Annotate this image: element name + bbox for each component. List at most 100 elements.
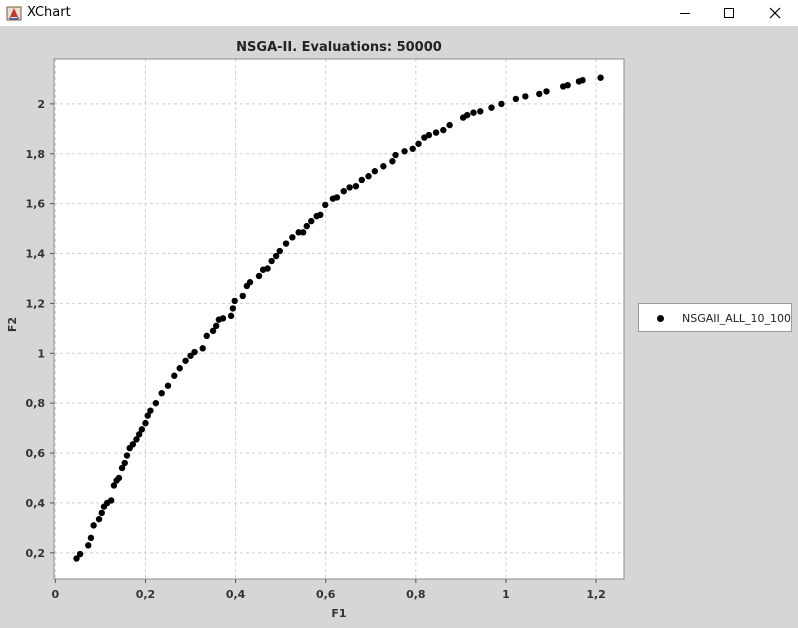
plot-border [53, 58, 625, 580]
data-point [255, 272, 263, 280]
data-point [543, 88, 550, 95]
data-point [90, 522, 97, 529]
data-point [597, 74, 604, 81]
data-point [333, 194, 341, 201]
minimize-button[interactable] [662, 0, 708, 26]
data-point [512, 95, 520, 103]
data-point [425, 131, 433, 139]
data-point [121, 459, 128, 467]
data-point [171, 372, 178, 379]
data-point [87, 534, 95, 542]
data-point [579, 76, 586, 84]
data-point [115, 474, 123, 482]
data-point [358, 176, 365, 184]
data-point [142, 419, 149, 427]
java-app-icon [6, 6, 22, 21]
data-point [322, 201, 329, 209]
data-point [239, 292, 246, 300]
data-point [401, 148, 408, 155]
data-point [380, 163, 387, 170]
data-point [272, 252, 280, 260]
close-button[interactable] [752, 0, 798, 26]
maximize-button[interactable] [706, 0, 752, 26]
data-point [229, 305, 237, 312]
legend-marker [657, 315, 664, 322]
data-point [219, 315, 227, 322]
legend-label: NSGAII_ALL_10_100 [682, 312, 792, 325]
legend: NSGAII_ALL_10_100 [638, 303, 792, 332]
plot-background [54, 59, 624, 579]
data-point [389, 158, 396, 165]
data-point [98, 509, 105, 517]
data-point [76, 550, 84, 558]
data-point [488, 104, 495, 111]
data-point [158, 389, 165, 397]
chart-title: NSGA-II. Evaluations: 50000 [236, 40, 442, 55]
x-tick-label: 0 [52, 588, 60, 601]
x-tick-label: 0,6 [316, 588, 336, 601]
data-point [108, 497, 115, 504]
data-point [432, 129, 440, 136]
data-point [231, 297, 238, 305]
y-tick-label: 0,6 [26, 447, 46, 460]
data-point [73, 555, 80, 562]
data-point [392, 151, 399, 159]
x-tick-label: 0,4 [226, 588, 246, 601]
data-point [147, 407, 154, 414]
y-tick-label: 1,2 [26, 297, 46, 310]
data-point [246, 279, 254, 286]
data-point [340, 187, 347, 195]
data-point [295, 229, 302, 236]
data-point [138, 426, 146, 433]
data-point [182, 357, 189, 364]
y-tick-label: 1,6 [26, 198, 46, 211]
data-point [440, 126, 447, 134]
y-tick-label: 1 [37, 347, 45, 360]
data-point [133, 436, 140, 443]
data-point [346, 184, 353, 191]
y-tick-label: 1,8 [26, 148, 46, 161]
data-point [129, 441, 137, 448]
data-point [209, 327, 217, 335]
data-point [498, 100, 505, 108]
y-tick-label: 1,4 [26, 248, 46, 261]
y-tick-label: 0,4 [26, 497, 46, 510]
data-point [522, 93, 529, 100]
data-point [213, 322, 220, 330]
data-point [191, 348, 198, 356]
data-point [564, 81, 571, 89]
data-point [187, 352, 194, 359]
data-point [164, 382, 172, 389]
data-point [289, 234, 296, 241]
x-tick-label: 0,2 [136, 588, 156, 601]
title-bar: XChart [0, 0, 798, 26]
data-point [110, 482, 118, 489]
data-point [409, 145, 416, 152]
x-tick-label: 0,8 [406, 588, 426, 601]
data-point [303, 222, 310, 230]
data-point [264, 265, 271, 272]
data-point [118, 464, 126, 472]
data-point [135, 431, 143, 438]
data-point [203, 332, 210, 340]
data-point [470, 109, 477, 116]
data-point [227, 312, 235, 320]
data-point [282, 240, 290, 247]
close-icon [769, 7, 781, 19]
y-tick-label: 0,8 [26, 397, 46, 410]
data-point [299, 229, 307, 236]
x-axis-label: F1 [331, 607, 347, 620]
data-point [123, 452, 131, 459]
data-point [352, 182, 360, 190]
y-axis-label: F2 [6, 316, 20, 333]
data-point [371, 168, 379, 175]
data-point [463, 111, 471, 119]
data-point [317, 211, 324, 219]
data-point [536, 90, 543, 98]
data-point [176, 365, 183, 372]
data-point [95, 515, 103, 523]
data-point [144, 412, 151, 419]
data-point [477, 108, 484, 115]
x-tick-label: 1 [502, 588, 510, 601]
